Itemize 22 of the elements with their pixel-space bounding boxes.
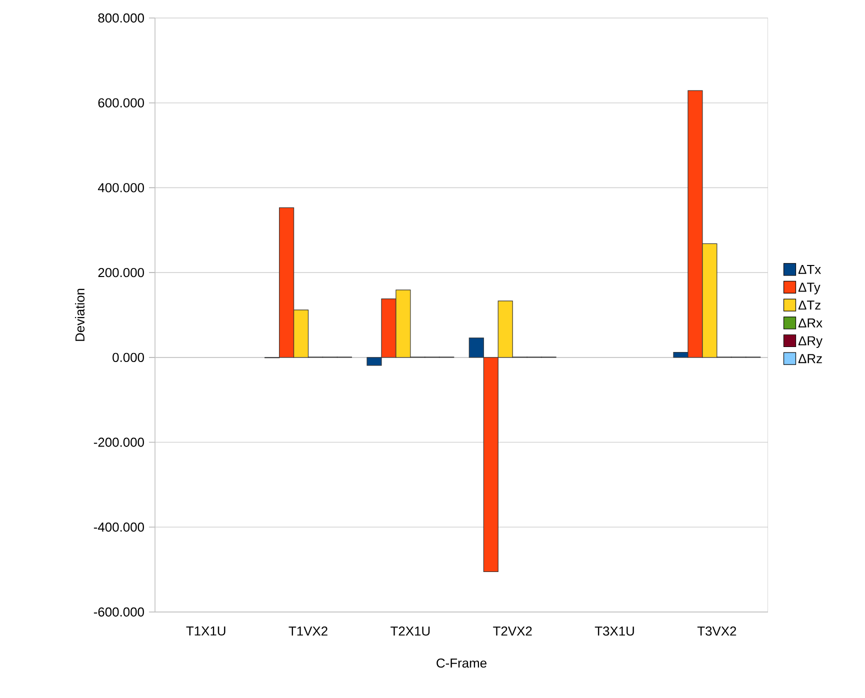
y-axis-title: Deviation — [75, 288, 85, 341]
y-tick-label: 200.000 — [98, 268, 144, 278]
y-tick-label: -600.000 — [94, 607, 144, 617]
x-tick-label: T1X1U — [186, 626, 226, 636]
y-tick-label: -400.000 — [94, 522, 144, 532]
x-tick-label: T2X1U — [390, 626, 430, 636]
y-tick-label: 600.000 — [98, 98, 144, 108]
legend-label: ΔRx — [798, 318, 822, 328]
y-tick-label: 400.000 — [98, 183, 144, 192]
y-tick-label: -200.000 — [94, 438, 144, 447]
x-axis-title: C-Frame — [436, 658, 486, 668]
x-tick-label: T1VX2 — [288, 626, 328, 636]
legend-label: ΔRy — [798, 336, 823, 348]
y-tick-label: 0.000 — [112, 352, 144, 362]
y-tick-label: 800.000 — [98, 13, 144, 23]
legend-label: ΔTy — [798, 282, 820, 294]
x-tick-label: T3X1U — [594, 626, 634, 636]
legend-label: ΔRz — [798, 354, 822, 364]
x-tick-label: T2VX2 — [493, 626, 532, 636]
x-tick-label: T3VX2 — [697, 626, 736, 636]
legend-label: ΔTx — [798, 264, 821, 274]
legend-label: ΔTz — [798, 300, 820, 310]
